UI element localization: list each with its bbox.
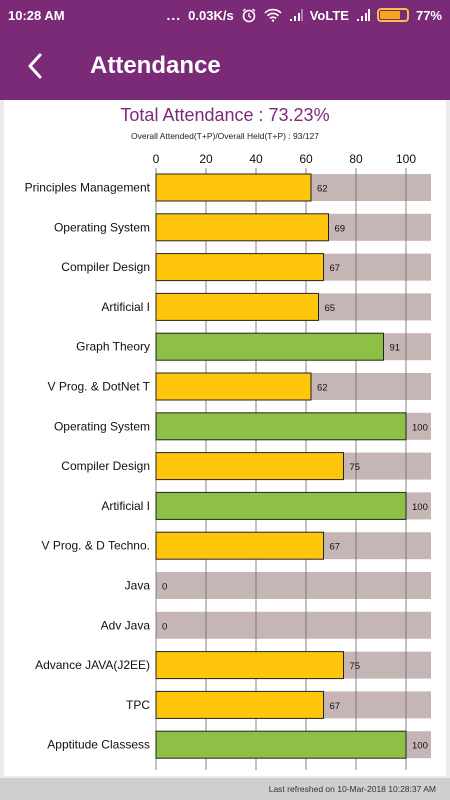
attendance-bar[interactable]: [155, 690, 324, 719]
attendance-bar[interactable]: [155, 412, 407, 441]
attendance-bar[interactable]: [155, 651, 344, 680]
bar-value-label: 65: [325, 303, 336, 314]
subject-label: Artificial I: [101, 499, 150, 513]
total-attendance: Total Attendance : 73.23%: [120, 105, 330, 125]
bar-value-label: 100: [412, 502, 428, 513]
signal-icon: [289, 9, 303, 21]
attendance-bar[interactable]: [155, 491, 407, 520]
notification-dots: ...: [166, 7, 182, 23]
bar-value-label: 75: [350, 462, 361, 473]
attendance-bar[interactable]: [155, 213, 329, 242]
network-speed: 0.03K/s: [188, 7, 234, 23]
subject-label: TPC: [126, 698, 150, 712]
x-tick-label: 100: [396, 152, 416, 166]
bar-value-label: 67: [330, 542, 341, 553]
subject-label: Compiler Design: [61, 459, 150, 473]
subject-label: Compiler Design: [61, 260, 150, 274]
attendance-bar[interactable]: [155, 730, 407, 759]
battery-icon: [376, 8, 409, 22]
subject-label: Graph Theory: [76, 340, 150, 354]
subject-label: V Prog. & D Techno.: [41, 539, 150, 553]
subject-label: Adv Java: [101, 618, 151, 632]
page-title: Attendance: [90, 52, 221, 79]
overall-attendance: Overall Attended(T+P)/Overall Held(T+P) …: [130, 131, 320, 141]
chevron-left-icon[interactable]: [18, 48, 54, 84]
attendance-bar[interactable]: [155, 332, 384, 361]
subject-label: Operating System: [54, 419, 150, 433]
attendance-bar[interactable]: [155, 452, 344, 481]
subject-label: Operating System: [54, 220, 150, 234]
bar-value-label: 67: [330, 701, 341, 712]
bar-value-label: 69: [335, 223, 346, 234]
attendance-bar[interactable]: [155, 173, 312, 202]
attendance-chart: 0 20 40 60 80 100 62 Principles Management 69 Ope…: [25, 152, 431, 770]
last-refreshed: Last refreshed on 10-Mar-2018 10:28:37 A…: [268, 784, 436, 794]
bar-value-label: 0: [162, 621, 167, 632]
x-tick-label: 20: [199, 152, 213, 166]
bar-track: [156, 611, 431, 639]
attendance-bar[interactable]: [155, 292, 319, 321]
bar-value-label: 0: [162, 582, 167, 593]
signal-icon: [356, 9, 370, 21]
bar-value-label: 62: [317, 383, 328, 394]
wifi-icon: [264, 8, 282, 22]
app-bar: Attendance: [0, 32, 450, 100]
bar-value-label: 67: [330, 263, 341, 274]
subject-label: Java: [125, 579, 151, 593]
bar-value-label: 91: [390, 343, 401, 354]
subject-label: Principles Management: [25, 181, 151, 195]
status-time: 10:28 AM: [8, 8, 65, 23]
x-tick-label: 40: [249, 152, 263, 166]
subject-label: V Prog. & DotNet T: [48, 380, 151, 394]
battery-percent: 77%: [415, 7, 442, 23]
attendance-bar[interactable]: [155, 372, 312, 401]
bar-value-label: 62: [317, 184, 328, 195]
alarm-icon: [242, 8, 256, 23]
attendance-bar[interactable]: [155, 531, 324, 560]
bar-track: [156, 572, 431, 599]
subject-label: Advance JAVA(J2EE): [35, 658, 150, 672]
bar-value-label: 100: [412, 741, 428, 752]
bar-value-label: 100: [412, 422, 428, 433]
x-tick-label: 80: [349, 152, 363, 166]
subject-label: Artificial I: [101, 300, 150, 314]
bar-value-label: 75: [350, 661, 361, 672]
footer: Last refreshed on 10-Mar-2018 10:28:37 A…: [0, 778, 450, 800]
x-tick-label: 0: [153, 152, 160, 166]
subject-label: Apptitude Classess: [47, 738, 150, 752]
attendance-bar[interactable]: [155, 253, 324, 282]
network-type: VoLTE: [309, 7, 349, 23]
x-tick-label: 60: [299, 152, 313, 166]
status-bar: 10:28 AM ... 0.03K/s VoLTE 77%: [0, 0, 450, 32]
